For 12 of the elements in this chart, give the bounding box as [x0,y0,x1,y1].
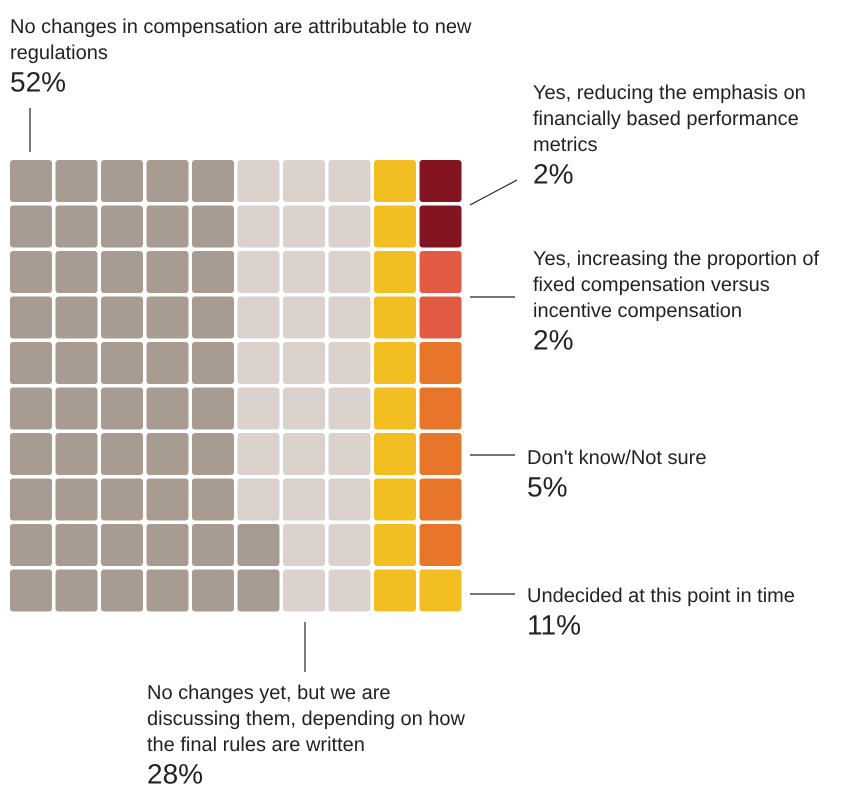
data-label: 11% [527,610,581,640]
category-label: Yes, reducing the emphasis on financially based performance metrics [533,82,812,156]
category-label: Don't know/Not sure [527,447,706,469]
category-label: No changes in compensation are attributable to new regulations [10,16,477,64]
data-label: 5% [527,472,568,502]
data-label: 28% [147,758,204,790]
data-label: 2% [533,158,574,190]
data-label: 2% [533,324,574,356]
category-label: No changes yet, but we are discussing them, depending on how the final rules are written [147,682,471,756]
category-label: Yes, increasing the proportion of fixed compensation versus incentive compensation [533,248,825,322]
category-label: Undecided at this point in time [527,585,795,607]
data-label: 52% [10,66,66,98]
